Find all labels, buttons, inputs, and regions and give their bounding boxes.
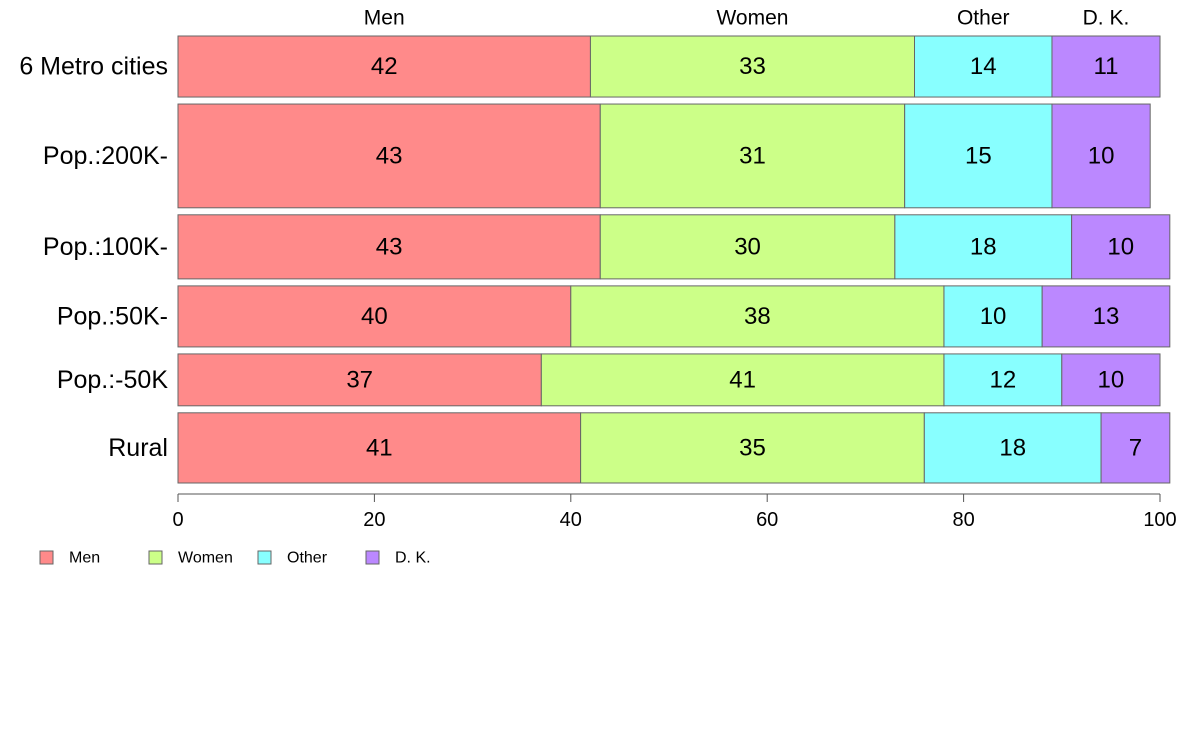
data-label: 42 (371, 53, 398, 80)
data-label: 43 (376, 233, 403, 260)
bar-segment (177, 412, 582, 484)
bar-segment (1100, 412, 1171, 484)
data-label: 13 (1093, 303, 1120, 330)
bar-segment (1071, 214, 1171, 280)
legend-swatch (257, 550, 272, 565)
column-header: Women (716, 7, 788, 30)
bar-segment (599, 214, 896, 280)
x-tick-label: 0 (172, 509, 183, 531)
column-header: Men (364, 7, 405, 30)
bar-segment (177, 103, 601, 209)
data-label: 10 (980, 303, 1007, 330)
legend-label: Other (287, 550, 328, 567)
x-tick-label: 100 (1143, 509, 1176, 531)
legend-swatch (365, 550, 380, 565)
x-tick-label: 60 (756, 509, 778, 531)
data-label: 18 (970, 233, 997, 260)
bar-segment (177, 214, 601, 280)
bar-segment (177, 353, 542, 407)
legend-swatch (39, 550, 54, 565)
data-label: 31 (739, 142, 766, 169)
data-label: 38 (744, 303, 771, 330)
data-label: 18 (999, 434, 1026, 461)
data-label: 43 (376, 142, 403, 169)
row-label: Pop.:100K- (43, 233, 168, 261)
bar-segment (1051, 35, 1161, 98)
bar-segment (1061, 353, 1161, 407)
bar-segment (177, 285, 572, 348)
bar-segment (923, 412, 1102, 484)
data-label: 41 (729, 366, 756, 393)
row-label: Pop.:200K- (43, 142, 168, 170)
legend-label: D. K. (395, 550, 431, 567)
bar-segment (1051, 103, 1151, 209)
bar-segment (177, 35, 591, 98)
data-label: 33 (739, 53, 766, 80)
row-label: Rural (108, 434, 168, 462)
data-label: 10 (1098, 366, 1125, 393)
data-label: 40 (361, 303, 388, 330)
x-tick-label: 20 (363, 509, 385, 531)
legend-label: Men (69, 550, 100, 567)
bar-segment (589, 35, 915, 98)
data-label: 41 (366, 434, 393, 461)
data-label: 30 (734, 233, 761, 260)
column-header: Other (957, 7, 1010, 30)
row-label: Pop.:-50K (57, 366, 169, 394)
legend-label: Women (178, 550, 233, 567)
bar-segment (943, 353, 1063, 407)
data-label: 10 (1107, 233, 1134, 260)
bar-segment (599, 103, 906, 209)
data-label: 11 (1094, 53, 1119, 80)
data-label: 10 (1088, 142, 1115, 169)
column-header: D. K. (1083, 7, 1130, 30)
legend-swatch (148, 550, 163, 565)
data-label: 14 (970, 53, 997, 80)
x-tick-label: 40 (560, 509, 582, 531)
bar-segment (580, 412, 925, 484)
bar-segment (914, 35, 1053, 98)
data-label: 37 (346, 366, 373, 393)
data-label: 12 (990, 366, 1017, 393)
data-label: 15 (965, 142, 992, 169)
bar-segment (570, 285, 945, 348)
bar-segment (904, 103, 1053, 209)
data-label: 35 (739, 434, 766, 461)
bar-segment (540, 353, 945, 407)
bar-segment (1041, 285, 1171, 348)
x-tick-label: 80 (952, 509, 974, 531)
row-label: 6 Metro cities (19, 53, 168, 81)
row-label: Pop.:50K- (57, 302, 168, 330)
data-label: 7 (1129, 434, 1142, 461)
